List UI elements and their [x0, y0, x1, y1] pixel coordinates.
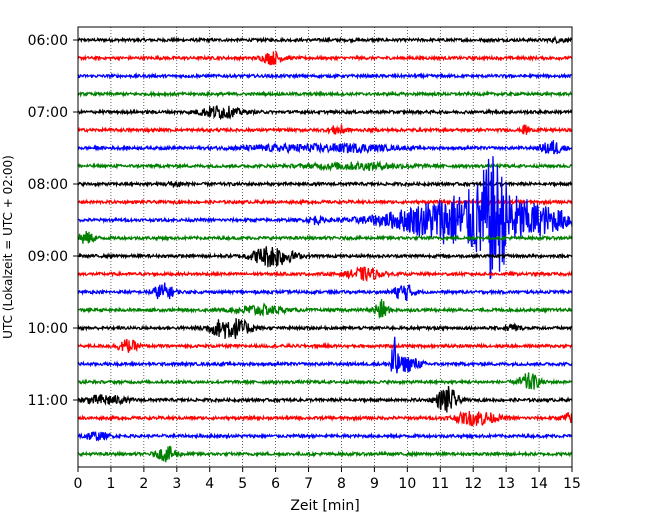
- y-tick-label: 09:00: [28, 249, 68, 265]
- x-tick-label: 1: [106, 476, 115, 492]
- trace-1030: [77, 336, 573, 374]
- y-tick-label: 10:00: [28, 321, 68, 337]
- trace-0730: [77, 140, 573, 155]
- x-tick-label: 12: [464, 476, 482, 492]
- x-tick-label: 8: [337, 476, 346, 492]
- x-tick-label: 15: [563, 476, 581, 492]
- trace-0800: [77, 180, 573, 189]
- x-tick-label: 10: [398, 476, 416, 492]
- trace-0815: [77, 198, 573, 206]
- trace-1130: [77, 431, 573, 442]
- trace-1000: [77, 318, 573, 339]
- y-axis: 06:00 07:00 08:00 09:00 10:00 11:00: [28, 33, 78, 409]
- x-tick-label: 5: [238, 476, 247, 492]
- x-tick-label: 13: [497, 476, 515, 492]
- y-tick-label: 07:00: [28, 105, 68, 121]
- y-tick-label: 11:00: [28, 393, 68, 409]
- trace-0600: [77, 35, 573, 45]
- trace-0845: [77, 231, 573, 244]
- seismic-traces: [77, 35, 573, 463]
- trace-1100: [77, 385, 573, 413]
- trace-0900: [77, 246, 573, 268]
- trace-0830: [77, 156, 573, 280]
- x-tick-label: 2: [139, 476, 148, 492]
- trace-0615: [77, 49, 573, 66]
- trace-1145: [77, 445, 573, 463]
- trace-0915: [77, 265, 573, 283]
- trace-0945: [77, 299, 573, 320]
- trace-0630: [77, 72, 573, 80]
- trace-0745: [77, 160, 573, 172]
- trace-1115: [77, 410, 573, 427]
- y-axis-label: UTC (Lokalzeit = UTC + 02:00): [1, 155, 15, 339]
- y-tick-label: 06:00: [28, 33, 68, 49]
- trace-0645: [77, 90, 573, 98]
- trace-1045: [77, 372, 573, 390]
- x-tick-label: 4: [205, 476, 214, 492]
- x-tick-label: 11: [431, 476, 449, 492]
- plot-frame: [77, 26, 573, 468]
- x-tick-label: 6: [271, 476, 280, 492]
- x-tick-label: 3: [172, 476, 181, 492]
- trace-0930: [77, 282, 573, 301]
- x-tick-label: 14: [530, 476, 548, 492]
- x-axis: 0 1 2 3 4 5 6 7 8 9 10 11 12 13 14 15: [74, 467, 581, 492]
- trace-0715: [77, 124, 573, 135]
- x-axis-label: Zeit [min]: [290, 498, 359, 514]
- x-tick-label: 7: [304, 476, 313, 492]
- trace-0700: [77, 104, 573, 121]
- x-tick-label: 9: [370, 476, 379, 492]
- y-tick-label: 08:00: [28, 177, 68, 193]
- x-tick-label: 0: [74, 476, 83, 492]
- trace-1015: [77, 338, 573, 353]
